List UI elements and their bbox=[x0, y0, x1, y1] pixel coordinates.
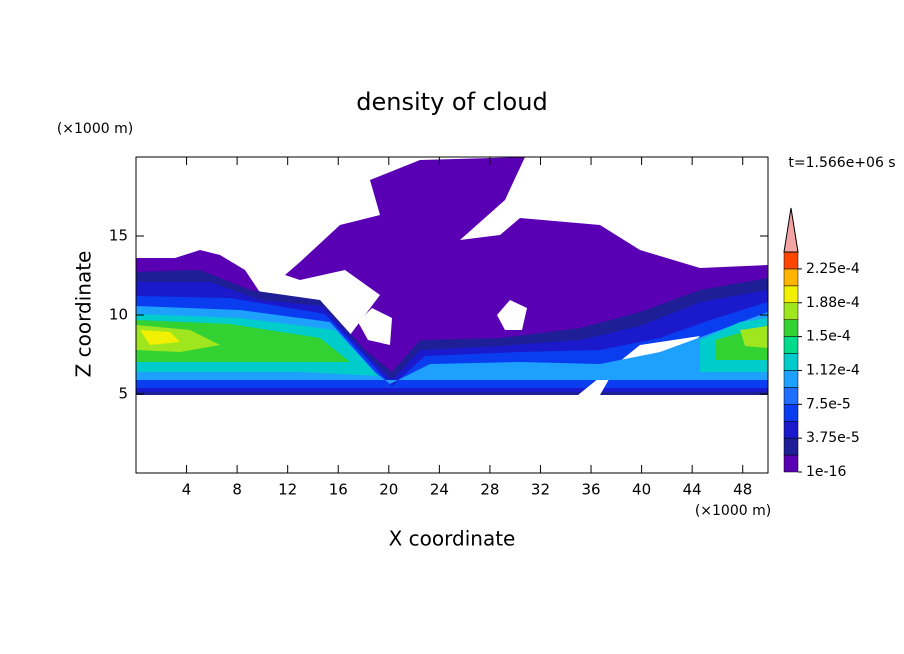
x-unit: (×1000 m) bbox=[695, 503, 771, 519]
colorbar-band bbox=[783, 454, 799, 473]
contour-hole bbox=[358, 308, 392, 345]
colorbar-band bbox=[783, 437, 799, 456]
colorbar-tick-label: 1.88e-4 bbox=[806, 295, 860, 311]
colorbar-tick-label: 1.12e-4 bbox=[806, 362, 860, 378]
x-tick-label: 48 bbox=[733, 481, 752, 499]
x-tick-label: 36 bbox=[581, 481, 600, 499]
colorbar-band bbox=[783, 370, 799, 388]
colorbar-band bbox=[783, 387, 799, 405]
contour-hole bbox=[497, 300, 527, 330]
contour-region bbox=[140, 330, 180, 345]
x-tick-label: 24 bbox=[430, 481, 449, 499]
colorbar-tick-label: 1e-16 bbox=[806, 464, 846, 480]
colorbar-tick-label: 3.75e-5 bbox=[806, 430, 860, 446]
colorbar-band bbox=[783, 268, 799, 287]
x-tick-label: 32 bbox=[531, 481, 550, 499]
x-axis-label: X coordinate bbox=[389, 527, 516, 551]
y-tick-label: 15 bbox=[109, 227, 128, 245]
y-axis-label: Z coordinate bbox=[72, 251, 96, 378]
colorbar-band bbox=[783, 353, 799, 371]
colorbar-band bbox=[783, 319, 799, 337]
colorbar-band bbox=[783, 420, 799, 439]
colorbar-band bbox=[783, 336, 799, 354]
x-tick-label: 40 bbox=[632, 481, 651, 499]
colorbar-band bbox=[783, 251, 799, 270]
y-unit: (×1000 m) bbox=[57, 121, 133, 137]
colorbar-band bbox=[783, 302, 799, 320]
colorbar-tick-label: 7.5e-5 bbox=[806, 396, 851, 412]
x-tick-label: 16 bbox=[329, 481, 348, 499]
colorbar-band bbox=[783, 285, 799, 304]
x-tick-label: 4 bbox=[182, 481, 192, 499]
x-tick-label: 44 bbox=[683, 481, 702, 499]
contour-region bbox=[740, 326, 768, 348]
colorbar-tick-label: 1.5e-4 bbox=[806, 329, 851, 345]
chart-title: density of cloud bbox=[356, 88, 547, 116]
x-tick-label: 8 bbox=[232, 481, 242, 499]
y-tick-label: 10 bbox=[109, 306, 128, 324]
colorbar-tick-label: 2.25e-4 bbox=[806, 261, 860, 277]
x-tick-label: 12 bbox=[278, 481, 297, 499]
x-tick-label: 20 bbox=[379, 481, 398, 499]
time-annotation: t=1.566e+06 s bbox=[788, 155, 895, 171]
contour-field bbox=[136, 157, 768, 395]
colorbar-band bbox=[783, 404, 799, 422]
colorbar-extend bbox=[783, 207, 799, 253]
x-tick-label: 28 bbox=[480, 481, 499, 499]
y-tick-label: 5 bbox=[118, 385, 128, 403]
